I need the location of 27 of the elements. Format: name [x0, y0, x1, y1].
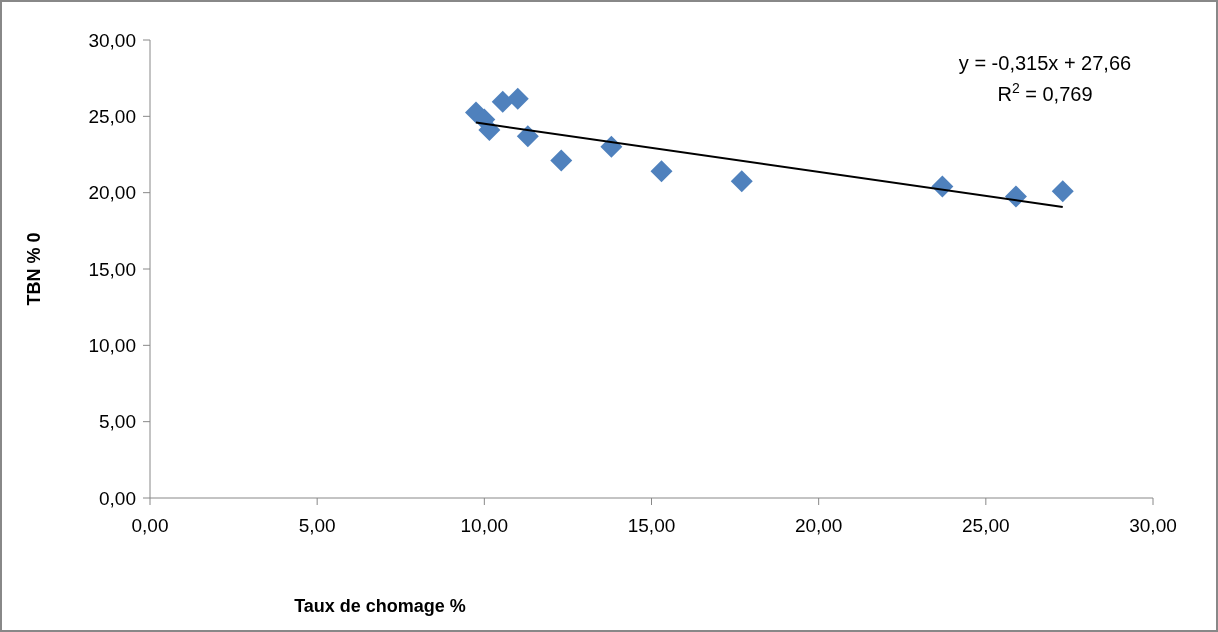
x-tick-label: 0,00	[131, 515, 169, 536]
y-tick-label: 30,00	[88, 29, 136, 51]
x-tick-label: 15,00	[627, 515, 676, 536]
x-tick-label: 20,00	[794, 515, 843, 536]
point	[491, 90, 514, 113]
y-tick-label: 10,00	[88, 334, 136, 356]
x-tick-label: 25,00	[962, 515, 1010, 536]
point	[730, 170, 753, 193]
point	[506, 87, 529, 110]
x-axis-title: Taux de chomage %	[294, 596, 466, 616]
y-tick-label: 5,00	[99, 411, 136, 433]
point	[516, 125, 539, 148]
y-tick-label: 0,00	[99, 487, 136, 509]
point	[478, 119, 501, 142]
y-tick-label: 25,00	[88, 105, 136, 127]
point	[600, 135, 623, 158]
x-tick-label: 5,00	[298, 515, 336, 536]
point	[1051, 180, 1074, 203]
annotation: y = -0,315x + 27,66	[958, 52, 1132, 74]
y-tick-label: 15,00	[88, 258, 136, 280]
point	[550, 149, 573, 172]
x-tick-label: 10,00	[460, 515, 509, 536]
y-axis-title: TBN % 0	[24, 232, 44, 306]
point	[650, 160, 673, 183]
y-tick-label: 20,00	[88, 182, 136, 204]
x-tick-label: 30,00	[1129, 515, 1177, 536]
annotation: R$^{2}$ = 0,769	[997, 80, 1093, 105]
